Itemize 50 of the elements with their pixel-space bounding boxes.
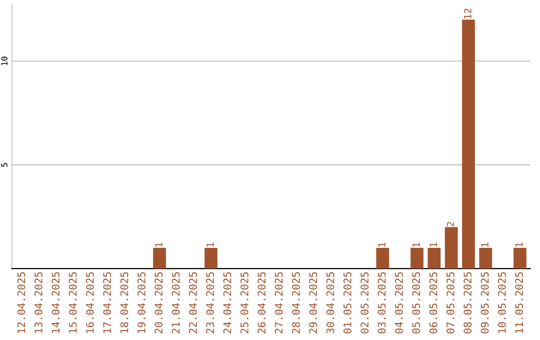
x-tick-label: 02.05.2025: [360, 272, 369, 334]
x-tick-label: 23.04.2025: [206, 272, 214, 334]
x-tick-label: 16.04.2025: [86, 272, 94, 333]
data-label: 1: [412, 242, 420, 247]
x-tick-label: 11.05.2025: [515, 272, 524, 333]
bar: [410, 248, 424, 269]
data-label: 1: [516, 242, 523, 247]
bar: [462, 20, 475, 269]
x-tick-label: 19.04.2025: [138, 272, 146, 333]
bar: [428, 248, 441, 269]
x-tick-label: 18.04.2025: [120, 272, 128, 333]
x-tick-label: 21.04.2025: [172, 272, 180, 334]
bar: [514, 248, 526, 269]
bar: [153, 248, 166, 269]
data-label: 1: [481, 242, 488, 247]
x-tick-label: 04.05.2025: [394, 272, 403, 334]
x-tick-label: 09.05.2025: [480, 272, 489, 334]
x-tick-label: 14.04.2025: [52, 272, 60, 333]
x-tick-label: 30.04.2025: [326, 272, 334, 334]
x-tick-label: 06.05.2025: [429, 272, 438, 334]
data-label: 1: [378, 242, 386, 247]
bar: [444, 227, 458, 269]
x-tick-label: 12.04.2025: [17, 272, 26, 333]
x-tick-label: 28.04.2025: [292, 272, 300, 334]
x-tick-label: 03.05.2025: [378, 272, 386, 334]
data-label: 1: [206, 242, 214, 247]
x-tick-label: 08.05.2025: [464, 272, 472, 334]
x-tick-label: 24.04.2025: [223, 272, 232, 334]
x-tick-label: 25.04.2025: [240, 272, 248, 334]
data-label: 1: [430, 242, 437, 247]
x-tick-label: 29.04.2025: [309, 272, 318, 334]
y-tick-label: 5: [1, 163, 8, 167]
x-tick-label: 20.04.2025: [154, 272, 163, 334]
data-label: 2: [446, 222, 454, 226]
x-tick-label: 05.05.2025: [412, 272, 420, 334]
data-label: 1: [155, 242, 162, 247]
bar: [376, 248, 390, 269]
x-tick-label: 26.04.2025: [258, 272, 266, 334]
x-tick-label: 15.04.2025: [68, 272, 77, 333]
x-tick-label: 22.04.2025: [189, 272, 197, 334]
x-tick-label: 27.04.2025: [274, 272, 283, 334]
bar: [204, 248, 218, 269]
x-tick-label: 13.04.2025: [34, 272, 42, 333]
x-tick-label: 01.05.2025: [343, 272, 352, 334]
y-tick-label: 10: [1, 56, 8, 66]
x-tick-label: 10.05.2025: [498, 272, 506, 333]
x-tick-label: 07.05.2025: [446, 272, 454, 334]
data-label: 12: [464, 8, 472, 18]
bar: [479, 248, 492, 269]
x-tick-label: 17.04.2025: [103, 272, 112, 333]
